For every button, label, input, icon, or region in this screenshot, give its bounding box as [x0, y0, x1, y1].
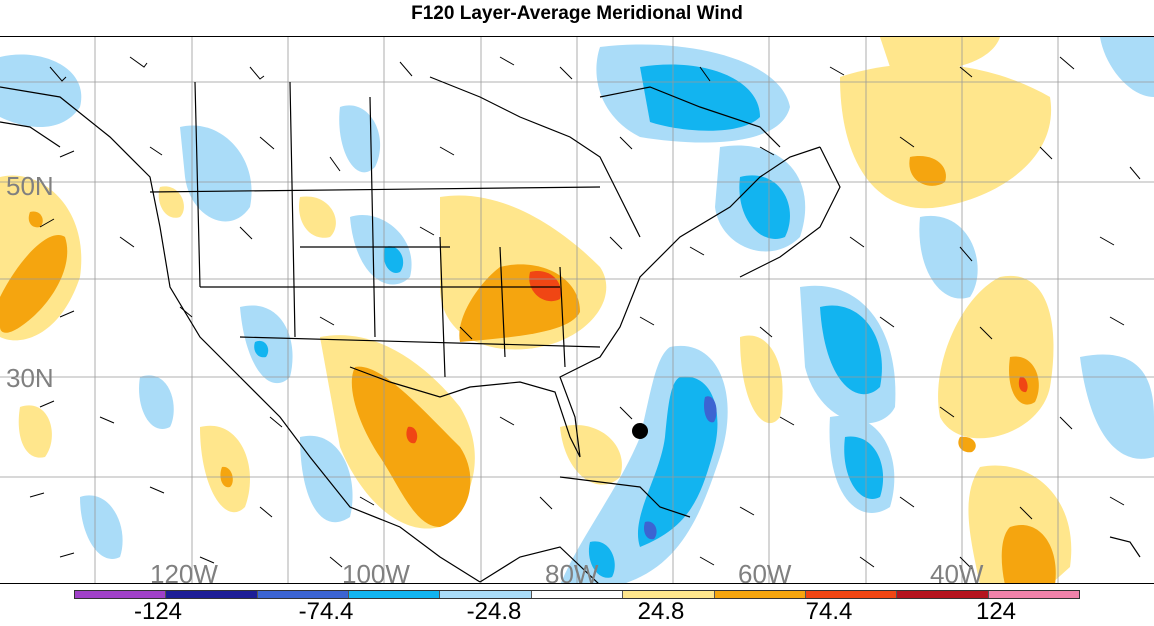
lat-lon-grid	[0, 37, 1154, 583]
colorbar-segment-5	[531, 591, 624, 598]
colorbar	[74, 590, 1080, 599]
lon-label-40w: 40W	[930, 559, 984, 584]
colorbar-segment-2	[257, 591, 350, 598]
colorbar-segment-8	[805, 591, 898, 598]
land-outlines	[0, 76, 1141, 583]
colorbar-segment-6	[623, 591, 715, 598]
lat-label-50n: 50N	[6, 171, 54, 201]
colorbar-segment-7	[714, 591, 806, 598]
colorbar-segment-10	[988, 591, 1079, 598]
colorbar-segment-9	[897, 591, 989, 598]
lon-label-80w: 80W	[545, 559, 599, 584]
colorbar-label: 124	[975, 598, 1017, 625]
colorbar-label: 74.4	[805, 598, 853, 625]
colorbar-label: -124	[133, 598, 183, 625]
colorbar-label: 24.8	[637, 598, 685, 625]
wind-barbs	[29, 56, 1141, 570]
wind-map-svg: 50N 30N 120W 100W 80W 60W 40W	[0, 37, 1154, 584]
negative-wind-shading-strong	[644, 396, 717, 540]
lon-label-60w: 60W	[738, 559, 792, 584]
lon-label-100w: 100W	[342, 559, 410, 584]
colorbar-segment-3	[349, 591, 441, 598]
lat-label-30n: 30N	[6, 363, 54, 393]
storm-center-marker-icon	[632, 423, 648, 439]
wind-map: 50N 30N 120W 100W 80W 60W 40W	[0, 36, 1154, 584]
colorbar-segment-0	[75, 591, 167, 598]
colorbar-segment-4	[440, 591, 532, 598]
colorbar-label: -74.4	[298, 598, 354, 625]
negative-wind-shading-mid	[254, 64, 884, 578]
colorbar-segment-1	[166, 591, 258, 598]
map-title: F120 Layer-Average Meridional Wind	[411, 3, 743, 24]
positive-wind-shading-strong	[406, 271, 1028, 444]
lon-label-120w: 120W	[150, 559, 218, 584]
colorbar-label: -24.8	[466, 598, 522, 625]
